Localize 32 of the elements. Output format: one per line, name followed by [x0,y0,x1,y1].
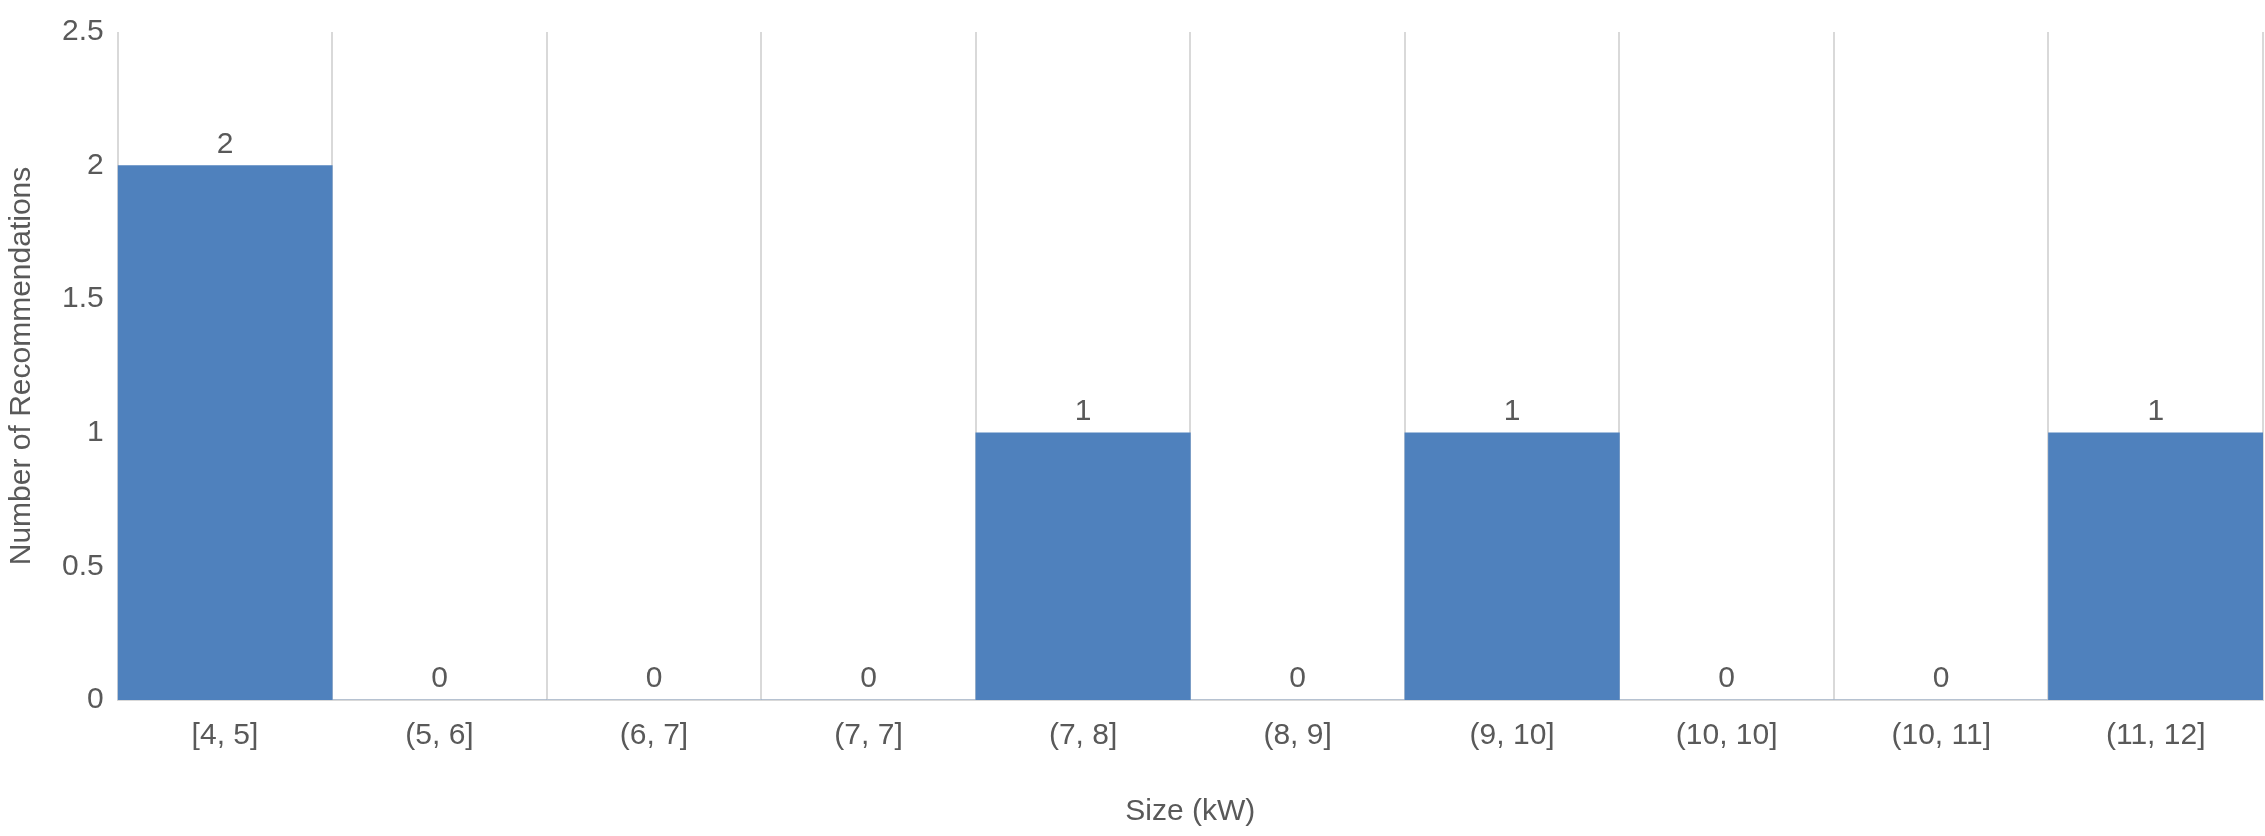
data-label: 2 [216,125,234,159]
y-tick-label: 1.5 [61,280,104,314]
x-tick-label: (7, 8] [1048,717,1118,751]
x-axis-title: Size (kW) [1125,793,1256,827]
x-tick-label: (10, 11] [1891,717,1991,751]
bar [117,165,333,700]
data-label: 1 [1503,393,1521,427]
bar [2048,432,2263,700]
x-tick-label: (10, 10] [1675,717,1778,751]
x-tick-label: (7, 7] [834,717,903,751]
data-label: 1 [1074,393,1092,427]
x-tick-label: (8, 9] [1263,717,1332,751]
data-label: 0 [1718,660,1736,694]
x-tick-label: (9, 10] [1469,717,1555,751]
y-axis-title: Number of Recommendations [3,166,37,566]
x-tick-label: [4, 5] [191,717,259,751]
data-label: 0 [431,660,448,694]
x-tick-label: (11, 12] [2105,717,2206,751]
x-tick-label: (6, 7] [619,717,689,751]
data-label: 0 [1932,660,1950,694]
data-label: 1 [2147,393,2165,427]
bar [1404,432,1620,700]
data-label: 0 [1289,660,1306,694]
y-tick-label: 2.5 [61,13,104,47]
y-tick-label: 0 [87,681,104,715]
y-tick-label: 1 [87,414,104,448]
data-label: 0 [860,660,877,694]
y-tick-label: 0.5 [61,547,104,581]
bar [975,432,1191,700]
data-label: 0 [645,660,663,694]
x-tick-label: (5, 6] [405,717,474,751]
y-tick-label: 2 [87,146,104,180]
